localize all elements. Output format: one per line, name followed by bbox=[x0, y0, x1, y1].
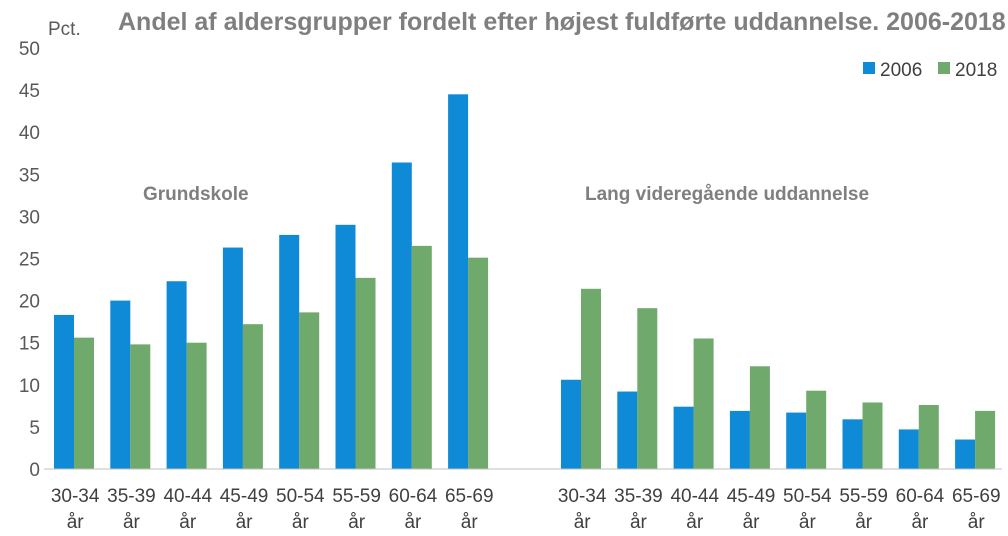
bar-2018 bbox=[74, 337, 94, 469]
legend-swatch-2006 bbox=[863, 62, 875, 74]
bar-2018 bbox=[918, 405, 939, 469]
category-label: 65-69 bbox=[445, 486, 494, 507]
category-label: 30-34 bbox=[558, 486, 607, 507]
category-label: 35-39 bbox=[107, 486, 156, 507]
bar-2006 bbox=[448, 94, 469, 469]
bar-2018 bbox=[186, 342, 207, 469]
category-label: 45-49 bbox=[220, 486, 269, 507]
legend-label-2018: 2018 bbox=[955, 60, 997, 81]
bar-2018 bbox=[637, 308, 658, 469]
bar-2018 bbox=[468, 257, 489, 469]
category-label-unit: år bbox=[799, 512, 817, 533]
category-label: 55-59 bbox=[332, 486, 381, 507]
legend: 2006 2018 bbox=[863, 60, 997, 81]
bars bbox=[54, 94, 996, 469]
y-tick-label: 45 bbox=[19, 81, 40, 102]
bar-2006 bbox=[617, 391, 638, 469]
category-label: 60-64 bbox=[896, 486, 945, 507]
chart-title: Andel af aldersgrupper fordelt efter høj… bbox=[118, 8, 1006, 36]
bar-2018 bbox=[581, 288, 601, 469]
y-tick-label: 50 bbox=[19, 39, 40, 60]
category-label-unit: år bbox=[855, 512, 873, 533]
bar-2018 bbox=[975, 410, 996, 469]
bar-2006 bbox=[786, 412, 807, 469]
bar-2006 bbox=[955, 439, 976, 469]
category-label-unit: år bbox=[348, 512, 366, 533]
bar-2006 bbox=[166, 281, 187, 469]
category-label-unit: år bbox=[574, 512, 592, 533]
bar-2006 bbox=[335, 224, 356, 469]
category-label: 40-44 bbox=[670, 486, 719, 507]
y-axis-unit: Pct. bbox=[48, 19, 81, 40]
category-labels: 30-34 år 35-39 år 40-44 år 45-49 år 50-54 år 55-59… bbox=[51, 486, 1001, 533]
legend-label-2006: 2006 bbox=[880, 60, 922, 81]
bar-2006 bbox=[222, 247, 243, 469]
group-label: Grundskole bbox=[143, 184, 249, 205]
y-axis-ticks: 0 5 10 15 20 25 30 35 40 45 50 bbox=[19, 39, 40, 481]
bar-2018 bbox=[130, 344, 151, 469]
category-label: 35-39 bbox=[614, 486, 663, 507]
category-label-unit: år bbox=[404, 512, 422, 533]
category-label: 50-54 bbox=[783, 486, 832, 507]
group-label: Lang videregående uddannelse bbox=[585, 184, 869, 205]
y-tick-label: 30 bbox=[19, 207, 40, 228]
category-label: 60-64 bbox=[389, 486, 438, 507]
bar-2006 bbox=[729, 410, 750, 469]
bar-2018 bbox=[862, 402, 883, 469]
bar-2006 bbox=[391, 162, 412, 469]
y-tick-label: 35 bbox=[19, 165, 40, 186]
y-tick-label: 25 bbox=[19, 250, 40, 271]
bar-2006 bbox=[110, 300, 131, 469]
bar-2006 bbox=[279, 234, 300, 469]
bar-2018 bbox=[411, 245, 432, 469]
y-tick-label: 20 bbox=[19, 292, 40, 313]
category-label: 55-59 bbox=[839, 486, 888, 507]
category-label-unit: år bbox=[292, 512, 310, 533]
y-tick-label: 10 bbox=[19, 376, 40, 397]
group-labels: Grundskole Lang videregående uddannelse bbox=[143, 184, 869, 205]
bar-2006 bbox=[898, 429, 919, 469]
y-tick-label: 0 bbox=[29, 460, 40, 481]
category-label-unit: år bbox=[968, 512, 986, 533]
bar-2006 bbox=[561, 379, 581, 469]
bar-2006 bbox=[673, 406, 694, 469]
y-tick-label: 5 bbox=[29, 418, 40, 439]
category-label-unit: år bbox=[67, 512, 85, 533]
category-label-unit: år bbox=[686, 512, 704, 533]
bar-2018 bbox=[693, 338, 714, 469]
bar-2018 bbox=[242, 324, 263, 469]
category-label-unit: år bbox=[123, 512, 141, 533]
category-label-unit: år bbox=[461, 512, 479, 533]
bar-2018 bbox=[749, 366, 770, 469]
category-label-unit: år bbox=[179, 512, 197, 533]
category-label: 40-44 bbox=[163, 486, 212, 507]
category-label-unit: år bbox=[743, 512, 761, 533]
legend-swatch-2018 bbox=[938, 62, 950, 74]
category-label: 30-34 bbox=[51, 486, 100, 507]
bar-2018 bbox=[299, 312, 320, 469]
category-label: 45-49 bbox=[727, 486, 776, 507]
y-tick-label: 40 bbox=[19, 123, 40, 144]
category-label-unit: år bbox=[911, 512, 929, 533]
category-label-unit: år bbox=[630, 512, 648, 533]
bar-2018 bbox=[355, 277, 376, 469]
bar-2018 bbox=[806, 390, 827, 469]
bar-2006 bbox=[54, 314, 74, 469]
category-label-unit: år bbox=[236, 512, 254, 533]
category-label: 50-54 bbox=[276, 486, 325, 507]
category-label: 65-69 bbox=[952, 486, 1001, 507]
bar-2006 bbox=[842, 419, 863, 469]
y-tick-label: 15 bbox=[19, 334, 40, 355]
